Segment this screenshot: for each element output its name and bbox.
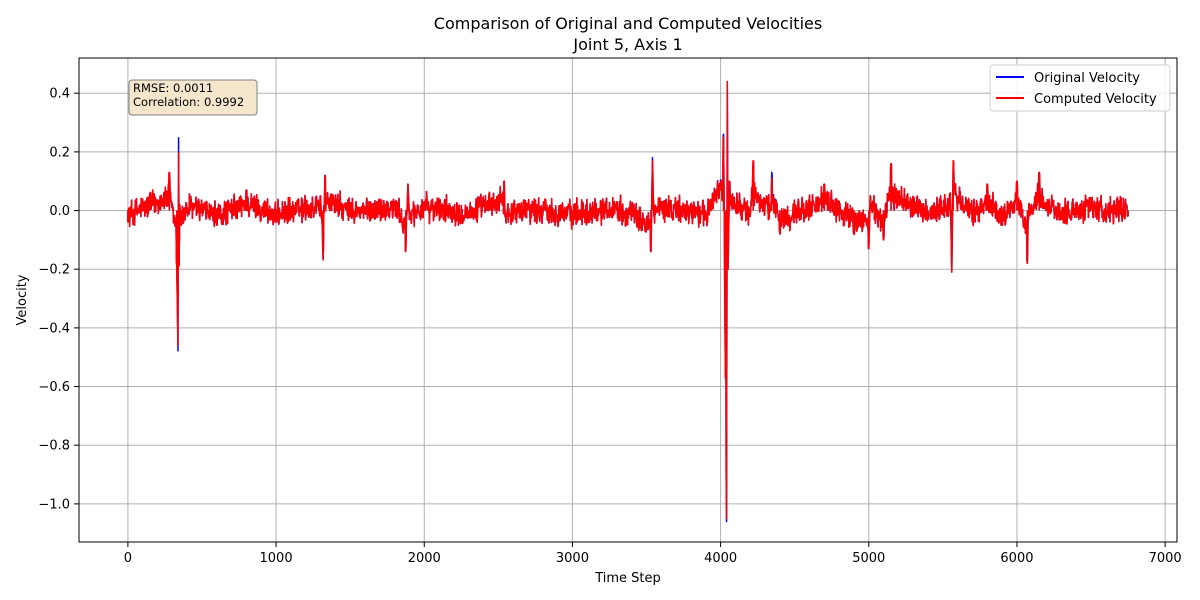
y-tick-label: 0.2: [49, 145, 70, 160]
plot-frame: [78, 57, 1178, 543]
y-tick-label: −0.6: [38, 380, 70, 395]
series-line-computed: [127, 80, 1129, 520]
stats-annotation: RMSE: 0.0011 Correlation: 0.9992: [128, 79, 258, 116]
legend-label-original: Original Velocity: [1034, 71, 1140, 86]
legend: Original Velocity Computed Velocity: [989, 64, 1171, 112]
stats-correlation: Correlation: 0.9992: [133, 95, 244, 109]
y-tick-label: −0.2: [38, 263, 70, 278]
stats-rmse: RMSE: 0.0011: [133, 81, 213, 95]
y-axis-label: Velocity: [15, 274, 30, 325]
x-tick-label: 6000: [1000, 551, 1033, 566]
x-axis-label: Time Step: [594, 571, 661, 586]
x-tick-label: 2000: [408, 551, 441, 566]
y-axis-ticks: 0.4 0.2 0.0 −0.2 −0.4 −0.6 −0.8 −1.0: [38, 87, 79, 512]
y-tick-label: −0.8: [38, 439, 70, 454]
x-tick-label: 3000: [556, 551, 589, 566]
series-lines: [127, 80, 1129, 523]
x-tick-label: 1000: [260, 551, 293, 566]
x-axis-ticks: 0 1000 2000 3000 4000 5000 6000 7000: [124, 542, 1182, 566]
x-tick-label: 4000: [704, 551, 737, 566]
y-tick-label: −1.0: [38, 497, 70, 512]
x-tick-label: 5000: [852, 551, 885, 566]
chart-title: Comparison of Original and Computed Velo…: [434, 14, 822, 33]
legend-label-computed: Computed Velocity: [1034, 92, 1157, 107]
y-tick-label: 0.0: [49, 204, 70, 219]
x-tick-label: 7000: [1149, 551, 1182, 566]
stats-box-background: [128, 79, 258, 116]
y-tick-label: 0.4: [49, 87, 70, 102]
chart-subtitle: Joint 5, Axis 1: [572, 35, 682, 54]
x-tick-label: 0: [124, 551, 132, 566]
legend-box: [989, 64, 1171, 112]
y-tick-label: −0.4: [38, 321, 70, 336]
